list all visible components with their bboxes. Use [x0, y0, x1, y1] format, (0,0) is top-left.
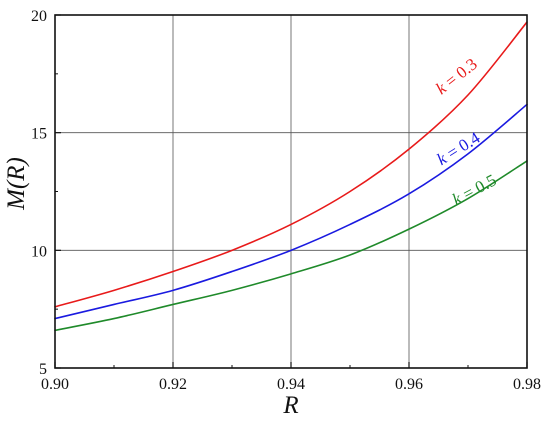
y-tick-label: 20: [31, 8, 47, 25]
series-line-1: [54, 21, 528, 308]
ticks-layer: [54, 14, 528, 369]
series-label-3: k = 0.5: [449, 170, 499, 209]
series-label-2: k = 0.4: [434, 128, 484, 169]
series-label-1: k = 0.3: [432, 54, 481, 98]
x-tick-label: 0.96: [395, 376, 423, 393]
x-tick-label: 0.92: [159, 376, 187, 393]
labels-layer: 0.90 0.92 0.94 0.96 0.98 5 10 15 20 k = 0.3 k = 0.…: [31, 8, 541, 393]
y-tick-label: 15: [31, 126, 47, 143]
x-tick-label: 0.98: [513, 376, 541, 393]
grid-layer: [55, 15, 527, 368]
x-tick-label: 0.94: [277, 376, 305, 393]
series-line-2: [54, 103, 528, 320]
y-tick-label: 5: [39, 361, 47, 378]
series-layer: [54, 21, 528, 332]
y-axis-title: M(R): [3, 157, 30, 211]
x-axis-title: R: [282, 392, 298, 419]
series-line-3: [54, 160, 528, 332]
y-tick-label: 10: [31, 243, 47, 260]
x-tick-label: 0.90: [41, 376, 69, 393]
